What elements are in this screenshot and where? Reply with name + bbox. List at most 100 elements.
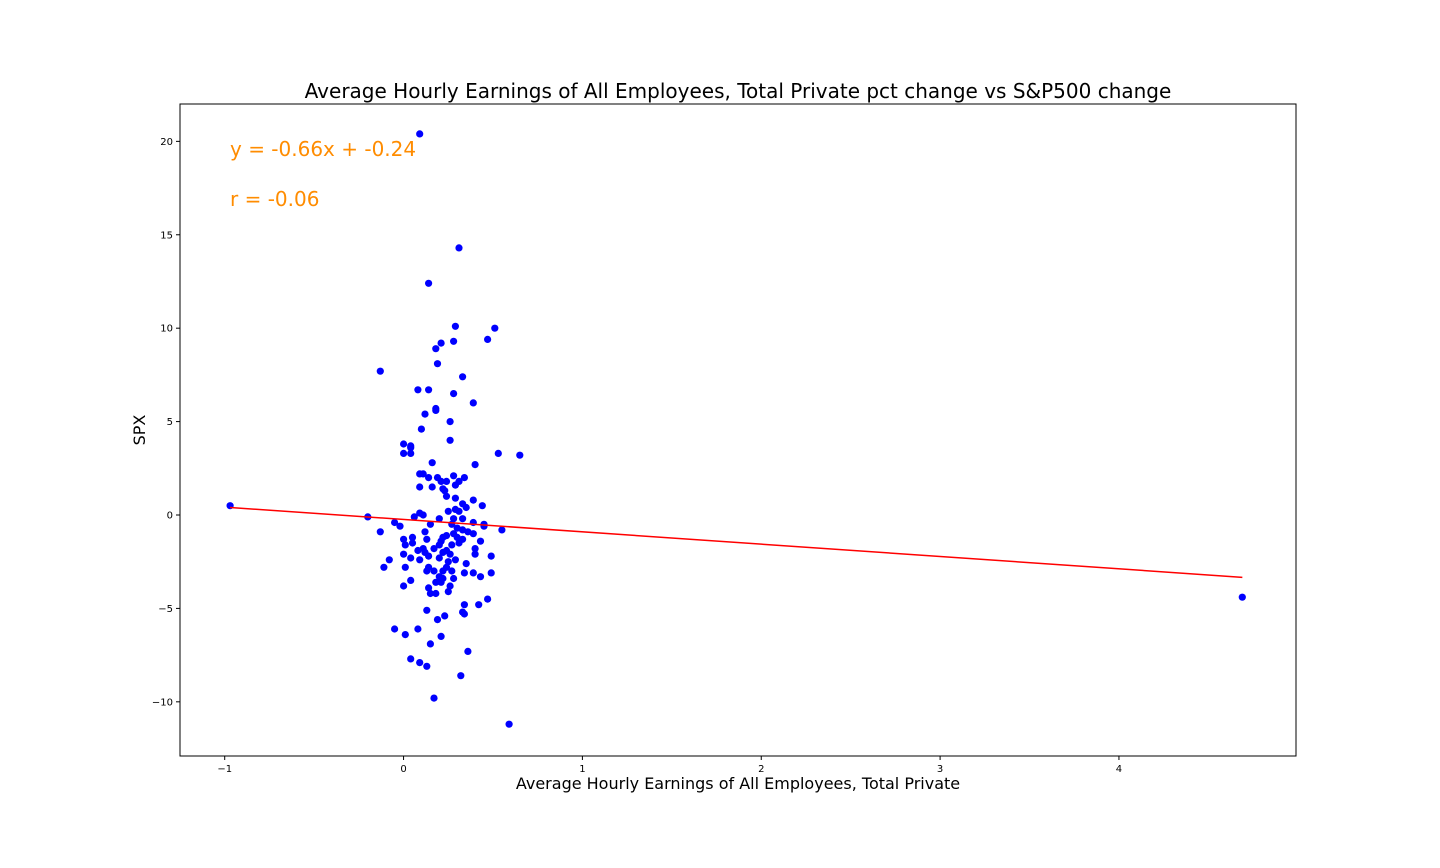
data-point — [391, 518, 399, 527]
data-point — [416, 556, 424, 564]
y-tick-label: −5 — [158, 604, 173, 615]
data-point — [460, 601, 468, 609]
data-point — [385, 556, 393, 564]
data-point — [450, 515, 458, 523]
correlation-annotation: r = -0.06 — [230, 187, 319, 211]
data-point — [410, 513, 418, 521]
data-point — [491, 324, 499, 332]
data-point — [457, 672, 465, 680]
data-point — [476, 573, 485, 581]
data-point — [432, 589, 440, 598]
data-point — [423, 662, 431, 670]
data-point — [469, 496, 477, 504]
data-point — [414, 625, 422, 633]
data-point — [417, 425, 425, 433]
data-point — [433, 360, 442, 368]
data-point — [469, 399, 477, 407]
data-point — [376, 367, 384, 375]
data-point — [430, 694, 438, 702]
data-point — [430, 567, 438, 575]
data-point — [401, 631, 409, 639]
x-axis-label: Average Hourly Earnings of All Employees… — [516, 774, 960, 793]
data-point — [439, 567, 447, 575]
y-tick-label: 0 — [167, 511, 173, 522]
data-point — [459, 515, 467, 523]
data-point — [494, 449, 502, 457]
data-point — [441, 487, 449, 495]
data-point — [471, 461, 479, 469]
data-point — [446, 582, 454, 590]
data-point — [435, 515, 443, 523]
data-point — [432, 406, 440, 414]
data-point — [455, 507, 463, 515]
data-point — [459, 373, 467, 381]
data-point — [450, 574, 458, 583]
data-point — [437, 578, 445, 586]
data-point — [464, 647, 472, 656]
data-point — [450, 472, 458, 480]
data-point — [426, 640, 434, 648]
data-point — [432, 345, 440, 353]
data-point — [462, 560, 470, 568]
data-point — [471, 550, 479, 558]
data-point — [419, 470, 427, 478]
data-point — [469, 569, 477, 577]
x-tick-label: 4 — [1116, 764, 1122, 775]
data-point — [451, 556, 459, 564]
data-point — [444, 507, 452, 515]
data-point — [416, 130, 424, 138]
data-point — [416, 659, 424, 667]
plot-frame — [179, 103, 1297, 757]
data-point — [487, 552, 495, 560]
data-point — [400, 449, 408, 457]
data-point — [425, 584, 433, 592]
y-tick-label: 20 — [160, 137, 173, 148]
data-point — [408, 539, 417, 547]
data-point — [441, 612, 449, 620]
data-point — [425, 474, 433, 482]
data-point — [475, 601, 483, 609]
data-point — [460, 569, 468, 577]
data-point — [407, 554, 415, 562]
data-point — [437, 339, 445, 347]
data-point — [442, 492, 451, 500]
x-tick-label: 0 — [400, 764, 406, 775]
data-point — [453, 533, 461, 542]
data-point — [505, 720, 513, 728]
data-point — [462, 503, 470, 512]
data-point — [407, 449, 415, 457]
data-point — [400, 440, 408, 448]
data-point — [400, 550, 408, 558]
data-point — [446, 418, 454, 426]
data-point — [421, 410, 429, 418]
data-point — [442, 477, 451, 485]
data-point — [430, 545, 438, 553]
data-point — [426, 520, 434, 528]
data-point — [450, 337, 458, 345]
y-axis-label: SPX — [130, 415, 149, 446]
data-point — [426, 589, 434, 598]
y-tick-label: 10 — [160, 324, 173, 335]
data-point — [421, 528, 429, 536]
data-point — [444, 558, 452, 566]
data-point — [432, 578, 440, 586]
data-point — [455, 244, 463, 252]
data-point — [460, 474, 468, 482]
data-point — [391, 625, 399, 633]
data-point — [450, 390, 458, 398]
data-point — [439, 548, 447, 557]
y-tick-label: −10 — [152, 697, 173, 708]
x-tick-label: −1 — [217, 764, 232, 775]
data-point — [484, 335, 492, 343]
data-point — [469, 530, 477, 538]
data-point — [425, 552, 433, 560]
data-point — [425, 279, 433, 287]
regression-equation: y = -0.66x + -0.24 — [230, 137, 416, 161]
data-point — [460, 610, 468, 618]
data-point — [401, 563, 409, 571]
data-point — [446, 550, 454, 558]
chart-title: Average Hourly Earnings of All Employees… — [305, 79, 1172, 103]
data-point — [376, 528, 384, 536]
